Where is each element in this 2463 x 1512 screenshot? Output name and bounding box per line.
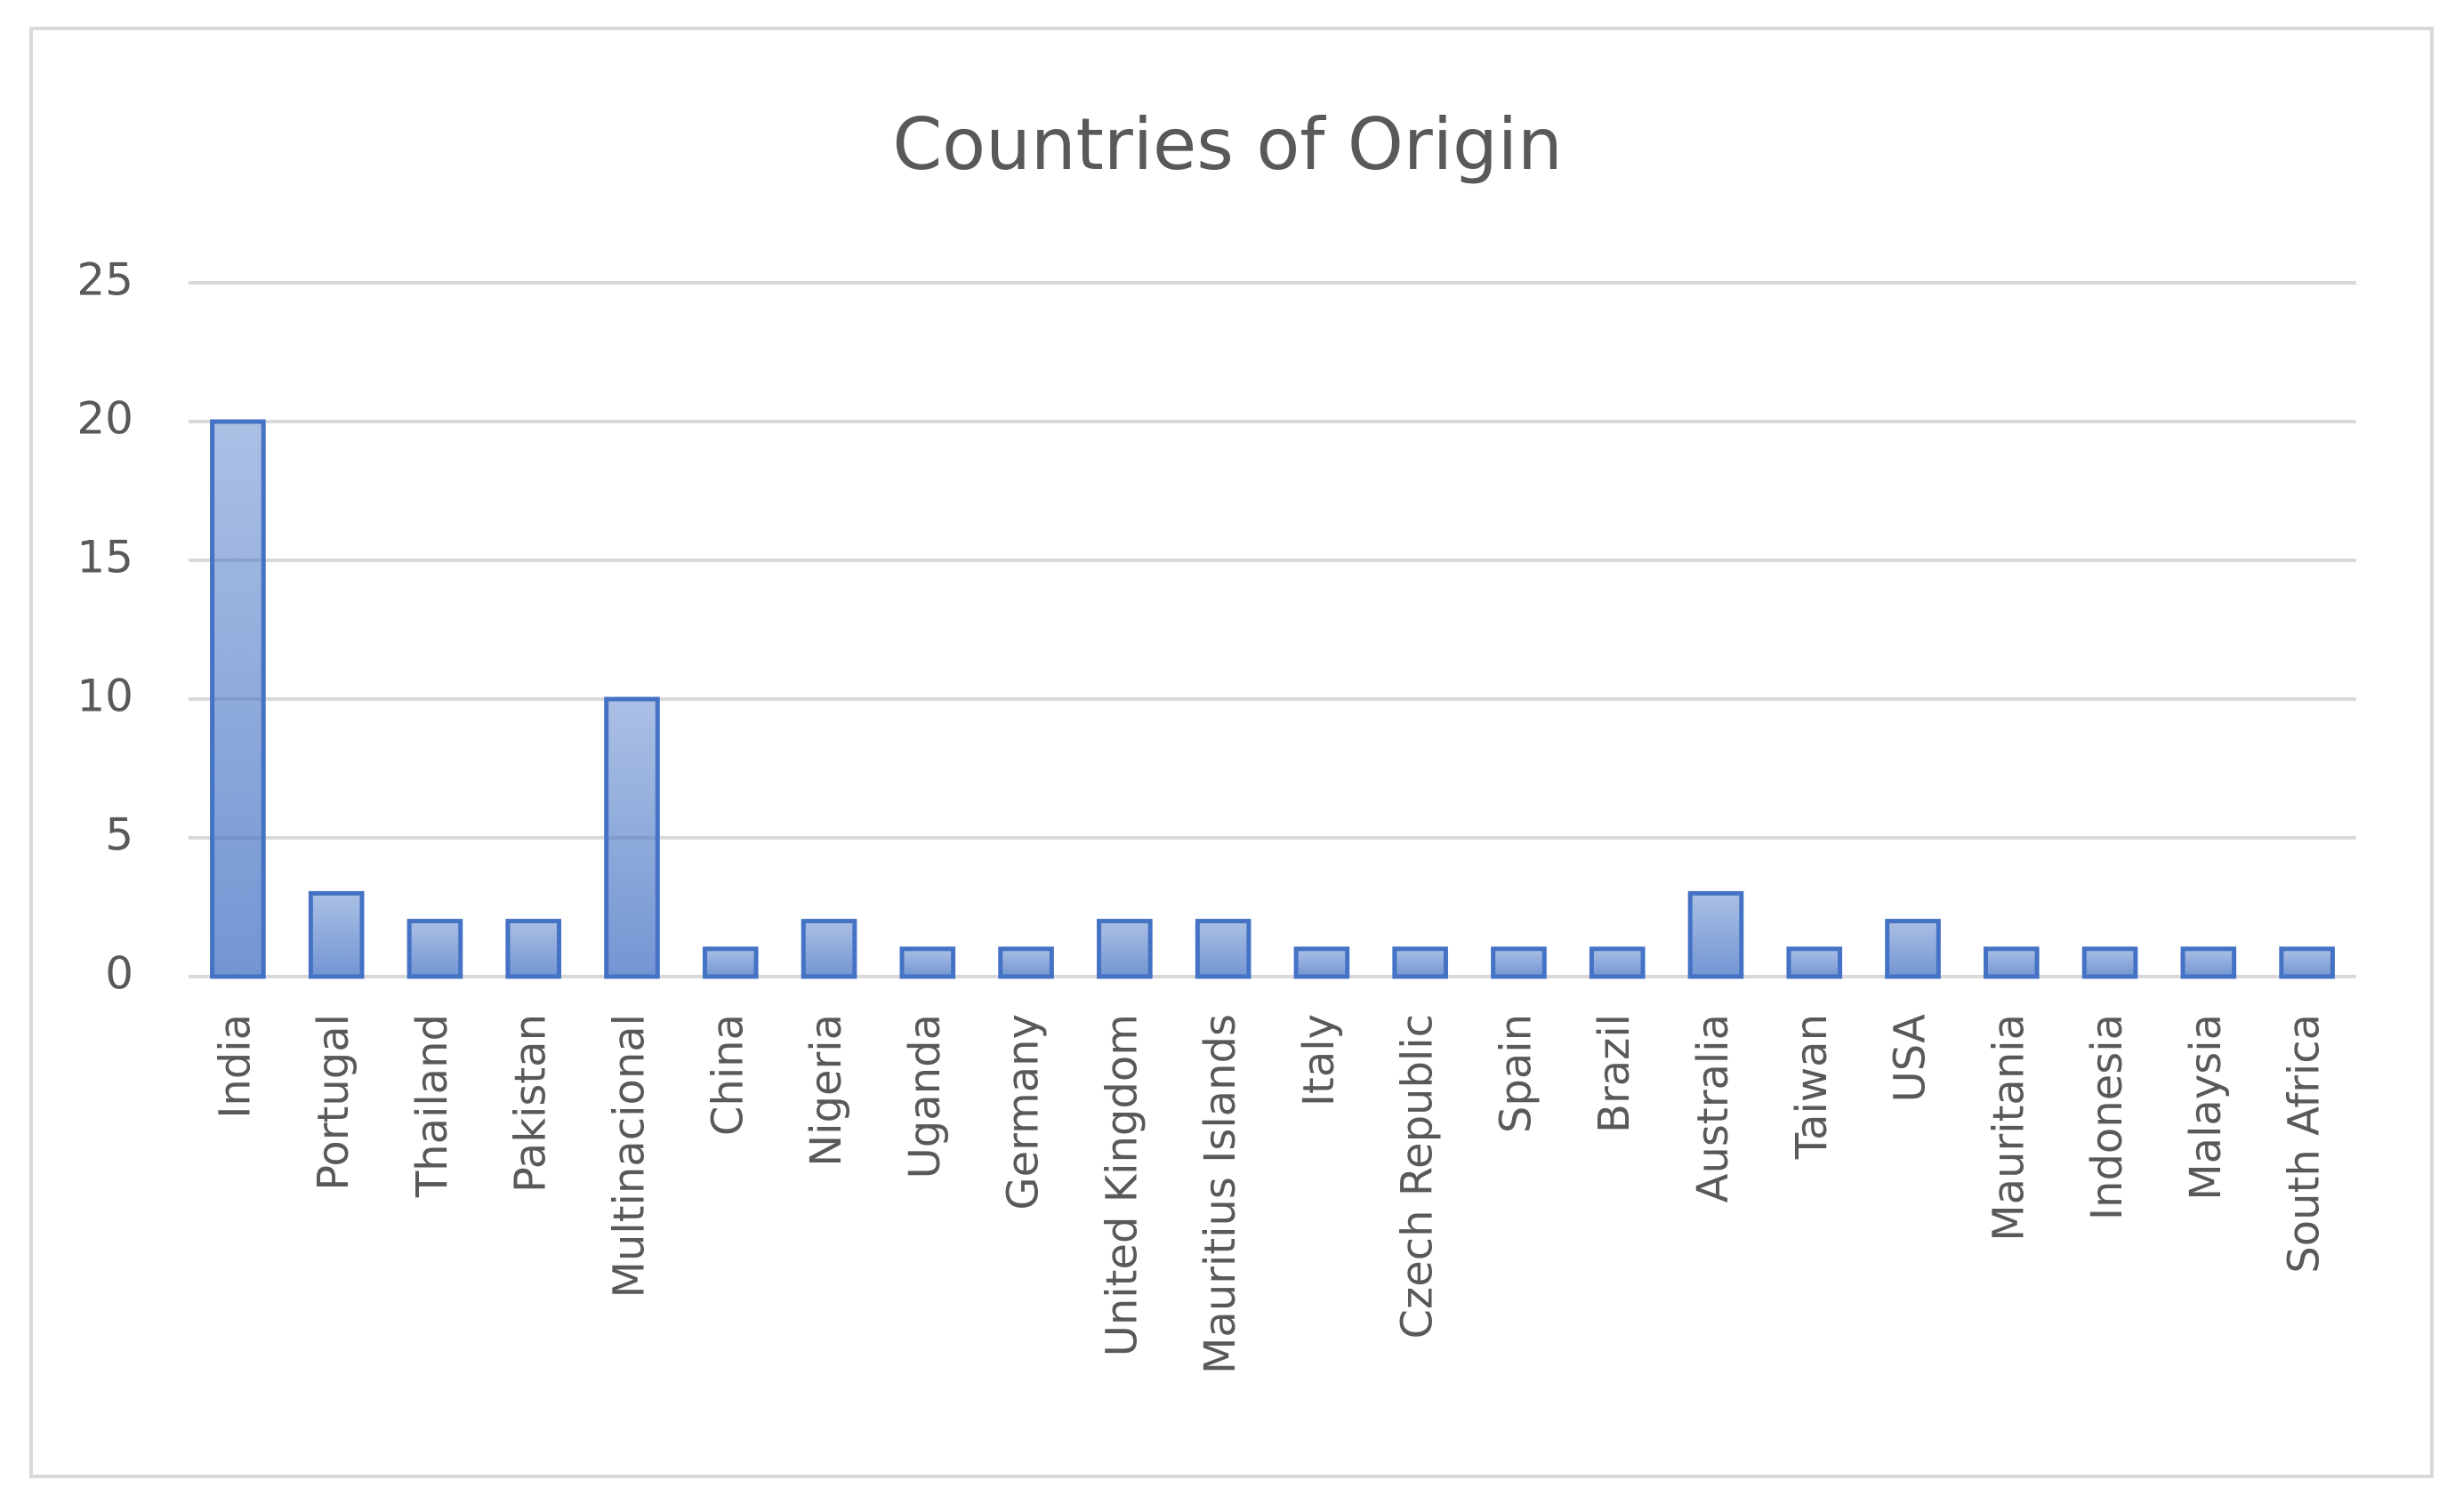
x-tick-label: Portugal	[309, 1014, 358, 1191]
x-tick-label: Brazil	[1590, 1014, 1639, 1133]
bar	[2180, 946, 2237, 979]
x-tick-label: Mauritania	[1984, 1014, 2033, 1242]
bar	[308, 890, 365, 979]
x-tick-label: Mauritius Islands	[1195, 1014, 1245, 1374]
bar	[1885, 919, 1941, 979]
bar	[2279, 946, 2335, 979]
bar	[1392, 946, 1448, 979]
y-tick-label: 15	[76, 532, 133, 583]
x-tick-label: Spain	[1491, 1014, 1541, 1133]
bar	[1491, 946, 1547, 979]
x-tick-label: Nigeria	[801, 1014, 851, 1167]
x-tick-label: Taiwan	[1787, 1014, 1837, 1160]
bar	[899, 946, 956, 979]
bar	[1589, 946, 1646, 979]
x-tick-label: Czech Republic	[1393, 1014, 1443, 1339]
bar	[801, 919, 857, 979]
x-tick-label: Multinacional	[604, 1014, 654, 1298]
x-tick-label: Malaysia	[2181, 1014, 2231, 1201]
bar	[1687, 890, 1744, 979]
bar	[604, 696, 660, 979]
x-tick-label: Indonesia	[2082, 1014, 2132, 1220]
bar	[1293, 946, 1350, 979]
x-tick-label: United Kingdom	[1097, 1014, 1147, 1356]
y-tick-label: 0	[105, 948, 133, 1000]
bar	[998, 946, 1054, 979]
bar	[406, 919, 463, 979]
bar	[1195, 919, 1252, 979]
bar	[2081, 946, 2138, 979]
x-tick-label: Thailand	[407, 1014, 457, 1198]
x-tick-label: Pakistan	[506, 1014, 556, 1193]
x-tick-label: China	[703, 1014, 753, 1136]
bar	[1786, 946, 1843, 979]
y-tick-label: 10	[76, 671, 133, 722]
y-tick-label: 5	[105, 809, 133, 861]
x-tick-label: Australia	[1688, 1014, 1738, 1202]
x-tick-label: Germany	[999, 1014, 1049, 1210]
y-tick-label: 25	[76, 254, 133, 306]
bar	[210, 419, 266, 979]
chart-border	[29, 27, 2434, 1478]
bar	[702, 946, 759, 979]
y-tick-label: 20	[76, 393, 133, 445]
bar	[1983, 946, 2040, 979]
x-tick-label: South Africa	[2280, 1014, 2330, 1274]
x-tick-label: India	[210, 1014, 260, 1119]
bar	[1097, 919, 1153, 979]
x-tick-label: Uganda	[900, 1014, 950, 1178]
x-tick-label: Italy	[1294, 1014, 1344, 1106]
bar	[505, 919, 562, 979]
chart-title: Countries of Origin	[892, 103, 1562, 186]
x-tick-label: USA	[1886, 1014, 1936, 1102]
